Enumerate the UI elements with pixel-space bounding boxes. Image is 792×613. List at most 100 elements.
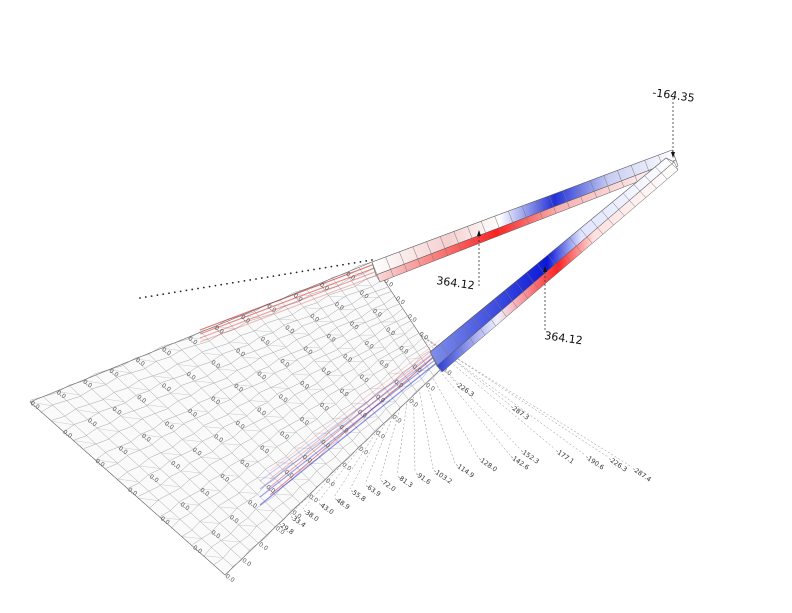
mesh-brace bbox=[179, 502, 200, 506]
mesh-brace bbox=[407, 357, 422, 360]
mesh-brace bbox=[279, 431, 297, 433]
mesh-value-label: 0.0 bbox=[265, 484, 277, 495]
lower-rib bbox=[644, 175, 657, 189]
mesh-node bbox=[318, 267, 321, 270]
mesh-node bbox=[307, 269, 310, 272]
mesh-brace bbox=[275, 462, 294, 464]
upper-member-ribs bbox=[371, 149, 679, 283]
mesh-brace bbox=[159, 517, 181, 520]
mesh-value-label: 0.0 bbox=[238, 458, 250, 469]
mesh-brace bbox=[201, 457, 221, 460]
upper-rib bbox=[412, 246, 421, 267]
mesh-value-label: 0.0 bbox=[318, 402, 330, 413]
mesh-brace bbox=[228, 341, 248, 344]
side-scale-label: -114.9 bbox=[454, 461, 476, 480]
lower-peak-annotation: 364.12 bbox=[543, 266, 584, 347]
scale-leader bbox=[394, 316, 586, 456]
mesh-brace bbox=[388, 372, 403, 375]
mesh-stress-band-red bbox=[269, 343, 441, 480]
lower-rib bbox=[526, 272, 539, 290]
mesh-brace bbox=[187, 337, 209, 340]
mesh-node bbox=[150, 295, 153, 297]
lower-rib bbox=[612, 201, 625, 217]
mesh-stress-band-red bbox=[199, 261, 381, 331]
mesh-value-label: 0.0 bbox=[318, 281, 330, 292]
mesh-node bbox=[371, 259, 373, 261]
mesh-value-label: 0.0 bbox=[199, 487, 211, 498]
mesh-brace bbox=[243, 429, 262, 432]
mesh-brace bbox=[266, 344, 286, 347]
mesh-value-label: 0.0 bbox=[358, 289, 370, 300]
mesh-node bbox=[255, 278, 257, 280]
mesh-value-label: 0.0 bbox=[374, 393, 386, 404]
side-scale-label: -55.8 bbox=[349, 487, 367, 503]
mesh-brace bbox=[259, 446, 278, 448]
mesh-value-label: 0.0 bbox=[441, 366, 453, 377]
mesh-line bbox=[73, 286, 388, 441]
mesh-node bbox=[185, 289, 188, 292]
mesh-value-label: 0.0 bbox=[279, 358, 291, 369]
mesh-brace bbox=[378, 360, 394, 362]
mesh-value-label: 0.0 bbox=[29, 400, 41, 411]
apex-annotation: -164.35 bbox=[652, 86, 695, 158]
mesh-brace bbox=[164, 422, 185, 425]
upper-rib bbox=[385, 256, 394, 277]
mesh-line bbox=[135, 358, 292, 512]
mesh-node bbox=[330, 265, 333, 268]
lower-rib bbox=[579, 228, 593, 244]
mesh-brace bbox=[82, 380, 106, 385]
mesh-brace bbox=[116, 478, 139, 483]
mesh-value-label: 0.0 bbox=[325, 333, 337, 344]
mesh-value-label: 0.0 bbox=[411, 363, 423, 374]
mesh-brace bbox=[182, 439, 203, 442]
mesh-brace bbox=[329, 296, 347, 298]
mesh-brace bbox=[161, 347, 183, 352]
mesh-value-label: 0.0 bbox=[333, 301, 345, 312]
mesh-value-label: 0.0 bbox=[324, 477, 336, 488]
upper-rib bbox=[630, 165, 638, 182]
mesh-brace bbox=[187, 409, 208, 412]
mesh-value-label: 0.0 bbox=[357, 446, 369, 457]
mesh-brace bbox=[398, 385, 413, 388]
mesh-brace bbox=[369, 387, 385, 389]
lower-rib bbox=[547, 254, 561, 272]
mesh-brace bbox=[248, 400, 268, 402]
upper-rib bbox=[439, 236, 448, 256]
upper-rib bbox=[549, 195, 557, 214]
mesh-body: 0.0 0.0 0.0 0.0 0.0 0.0 0.0 0.0 0.0 0.0 0.0 0.0 0.0 0… bbox=[29, 259, 453, 584]
mesh-value-label: 0.0 bbox=[187, 335, 199, 346]
upper-rib bbox=[535, 200, 543, 219]
lower-rib bbox=[590, 219, 604, 235]
mesh-node bbox=[365, 260, 368, 262]
mesh-value-label: 0.0 bbox=[117, 445, 129, 456]
side-scale-label: -128.0 bbox=[477, 455, 499, 474]
mesh-value-label: 0.0 bbox=[283, 469, 295, 480]
mesh-brace bbox=[256, 372, 276, 374]
mesh-brace bbox=[279, 359, 298, 361]
mesh-node bbox=[144, 296, 147, 298]
upper-rib bbox=[453, 231, 462, 251]
mesh-value-label: 0.0 bbox=[358, 373, 370, 384]
mesh-value-label: 0.0 bbox=[424, 382, 436, 393]
lower-peak-marker bbox=[543, 266, 547, 272]
mesh-node bbox=[237, 280, 240, 283]
mesh-brace bbox=[242, 356, 262, 359]
upper-rib bbox=[467, 226, 476, 246]
mesh-line bbox=[170, 337, 423, 529]
mesh-node bbox=[266, 276, 269, 278]
mesh-brace bbox=[363, 416, 378, 418]
mesh-brace bbox=[293, 294, 312, 296]
mesh-brace bbox=[238, 492, 257, 494]
mesh-value-label: 0.0 bbox=[169, 460, 181, 471]
mesh-node bbox=[347, 262, 350, 265]
mesh-brace bbox=[29, 401, 54, 407]
mesh-node bbox=[249, 279, 252, 281]
mesh-brace bbox=[221, 540, 241, 543]
mesh-line bbox=[56, 391, 242, 560]
scale-leader bbox=[400, 323, 633, 468]
mesh-node bbox=[301, 270, 304, 273]
mesh-node bbox=[179, 290, 182, 293]
mesh-node bbox=[173, 291, 176, 294]
mesh-node bbox=[214, 284, 217, 287]
